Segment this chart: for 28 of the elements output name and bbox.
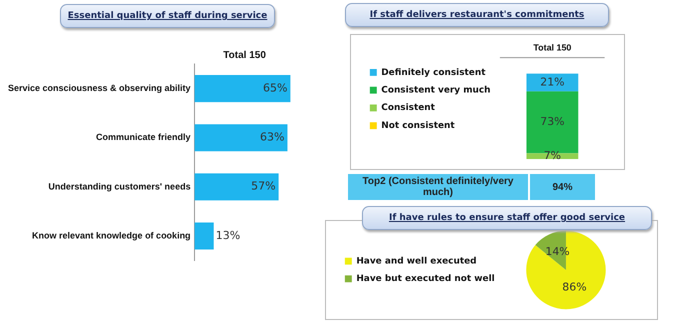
data-label: 86% [562, 280, 587, 294]
text: 94% [530, 174, 595, 200]
y-tick-label: Know relevant knowledge of cooking [32, 230, 191, 241]
chart-title: Essential quality of staff during service [60, 4, 275, 28]
bar [194, 173, 279, 200]
legend-label: Have but executed not well [356, 274, 495, 284]
data-label: 57% [251, 180, 276, 193]
chart-title: If staff delivers restaurant's commitments [345, 3, 609, 27]
y-tick-label: Understanding customers' needs [48, 181, 191, 192]
legend-label: Have and well executed [356, 256, 477, 266]
data-label: 65% [262, 81, 288, 94]
y-tick-label: Service consciousness & observing ability [8, 83, 191, 94]
data-label: 21% [540, 75, 564, 88]
chart-title: If have rules to ensure staff offer good service [362, 206, 652, 230]
data-label: 63% [260, 130, 284, 144]
y-tick-label: Communicate friendly [96, 132, 191, 142]
bar [194, 75, 290, 102]
bar [194, 124, 288, 152]
bar [194, 222, 214, 250]
text: Top2 (Consistent definitely/very much) [348, 174, 528, 200]
legend-label: Not consistent [381, 120, 456, 131]
legend-label: Definitely consistent [381, 68, 486, 78]
text: Total 150 [223, 50, 266, 61]
data-label: 73% [540, 115, 564, 128]
legend-label: Consistent [381, 103, 436, 114]
legend-label: Consistent very much [381, 86, 491, 96]
data-label: 7% [544, 149, 562, 162]
data-label: 13% [216, 228, 240, 242]
